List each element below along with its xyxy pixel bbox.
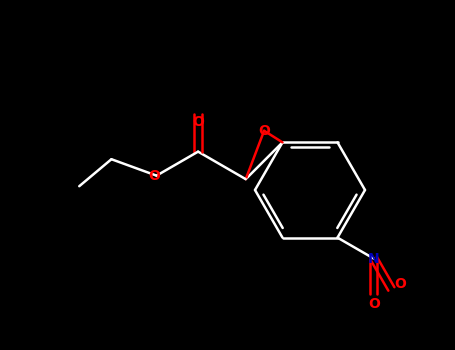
Text: N: N — [368, 252, 379, 266]
Text: O: O — [394, 277, 406, 291]
Text: O: O — [149, 169, 161, 183]
Text: O: O — [368, 297, 380, 311]
Text: O: O — [192, 115, 204, 129]
Text: O: O — [258, 124, 270, 138]
